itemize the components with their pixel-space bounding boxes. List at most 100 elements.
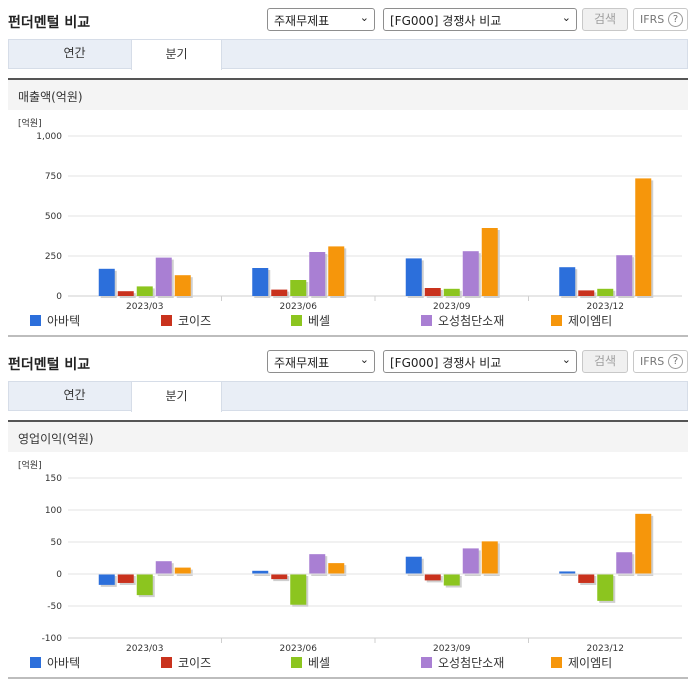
bar[interactable] [616,552,633,574]
legend-label: 코이즈 [178,314,212,328]
chevron-down-icon: ⌄ [359,11,369,24]
bar[interactable] [405,556,422,574]
bar[interactable] [578,290,595,296]
bar[interactable] [309,252,326,296]
legend-swatch [551,315,562,326]
legend-item[interactable]: 오성첨단소재 [421,312,504,329]
tab-quarterly[interactable]: 분기 [131,39,222,70]
y-unit-label: [억원] [18,459,42,471]
legend-item[interactable]: 아바텍 [30,654,80,671]
legend-label: 아바텍 [47,314,81,328]
legend-item[interactable]: 코이즈 [161,654,211,671]
bar[interactable] [290,574,307,605]
x-tick-label: 2023/09 [433,302,471,310]
legend-item[interactable]: 제이엠티 [551,654,612,671]
legend-item[interactable]: 아바텍 [30,312,80,329]
bar[interactable] [136,286,153,296]
bar[interactable] [252,268,269,296]
bar[interactable] [174,275,191,296]
panel-header: 펀더멘털 비교 주재무제표 ⌄ [FG000] 경쟁사 비교 ⌄ 검색 IFRS… [0,342,696,380]
bar[interactable] [424,288,441,296]
bar[interactable] [174,567,191,574]
bar[interactable] [252,570,269,574]
bar[interactable] [597,574,614,601]
bar[interactable] [155,257,172,296]
search-button[interactable]: 검색 [582,350,628,373]
bar[interactable] [443,288,460,296]
bar[interactable] [290,280,307,296]
panel-title: 펀더멘털 비교 [8,357,91,373]
legend-item[interactable]: 코이즈 [161,312,211,329]
bar[interactable] [578,574,595,583]
tab-quarterly[interactable]: 분기 [131,381,222,412]
peer-group-select[interactable]: [FG000] 경쟁사 비교 ⌄ [383,8,577,31]
bar[interactable] [155,561,172,574]
operating-profit-chart: [억원] -100 -50 0 50 100 150 2023/03 2023/06 2023/0… [8,452,688,652]
legend-label: 베셀 [308,314,331,328]
statement-type-select[interactable]: 주재무제표 ⌄ [267,8,375,31]
legend-item[interactable]: 오성첨단소재 [421,654,504,671]
bar[interactable] [481,228,498,296]
legend-item[interactable]: 베셀 [291,312,330,329]
bar[interactable] [405,258,422,296]
operating-profit-legend: 아바텍 코이즈 베셀 오성첨단소재 제이엠티 [8,654,688,674]
bar[interactable] [635,513,652,574]
y-tick-label: -50 [47,602,62,612]
bar[interactable] [462,251,479,296]
help-icon: ? [668,354,683,369]
bar[interactable] [559,571,576,574]
peer-group-value: [FG000] 경쟁사 비교 [390,14,502,28]
x-tick-label: 2023/12 [587,302,624,310]
bar[interactable] [328,563,345,574]
tab-annual[interactable]: 연간 [63,46,86,60]
legend-swatch [291,315,302,326]
bar[interactable] [271,574,288,580]
bar[interactable] [597,288,614,296]
y-tick-label: 0 [56,570,62,580]
x-tick-label: 2023/03 [126,644,163,652]
section-title: 매출액(억원) [18,90,83,104]
bar[interactable] [117,291,134,296]
bar[interactable] [424,574,441,581]
tab-annual[interactable]: 연간 [63,388,86,402]
bar[interactable] [328,246,345,296]
y-tick-label: 1,000 [36,132,62,142]
bar[interactable] [443,574,460,586]
chevron-down-icon: ⌄ [359,353,369,366]
legend-label: 오성첨단소재 [438,656,505,670]
x-tick-label: 2023/12 [587,644,624,652]
y-unit-label: [억원] [18,117,42,129]
y-tick-label: -100 [42,634,63,644]
bar[interactable] [98,574,115,585]
bar[interactable] [271,289,288,296]
ifrs-button[interactable]: IFRS ? [633,350,688,373]
bar[interactable] [559,267,576,296]
panel-header: 펀더멘털 비교 주재무제표 ⌄ [FG000] 경쟁사 비교 ⌄ 검색 IFRS… [0,0,696,38]
bar[interactable] [635,178,652,296]
legend-label: 아바텍 [47,656,81,670]
peer-group-select[interactable]: [FG000] 경쟁사 비교 ⌄ [383,350,577,373]
bar[interactable] [481,541,498,574]
y-tick-label: 100 [45,506,62,516]
fundamental-compare-panel-2: 펀더멘털 비교 주재무제표 ⌄ [FG000] 경쟁사 비교 ⌄ 검색 IFRS… [0,342,696,684]
legend-item[interactable]: 제이엠티 [551,312,612,329]
ifrs-label: IFRS [640,355,665,368]
ifrs-button[interactable]: IFRS ? [633,8,688,31]
bar[interactable] [117,574,134,583]
legend-swatch [421,315,432,326]
y-tick-label: 0 [56,292,62,302]
help-icon: ? [668,12,683,27]
statement-type-select[interactable]: 주재무제표 ⌄ [267,350,375,373]
legend-item[interactable]: 베셀 [291,654,330,671]
bar[interactable] [309,554,326,574]
revenue-legend: 아바텍 코이즈 베셀 오성첨단소재 제이엠티 [8,312,688,332]
legend-label: 제이엠티 [568,656,613,670]
bar[interactable] [616,255,633,296]
bar[interactable] [98,268,115,296]
bar-shadow [561,573,578,576]
search-button[interactable]: 검색 [582,8,628,31]
bar[interactable] [136,574,153,596]
chevron-down-icon: ⌄ [561,353,571,366]
revenue-chart: [억원] 0 250 500 750 1,000 2023/03 2023/06 2023/09… [8,110,688,310]
bar[interactable] [462,548,479,574]
